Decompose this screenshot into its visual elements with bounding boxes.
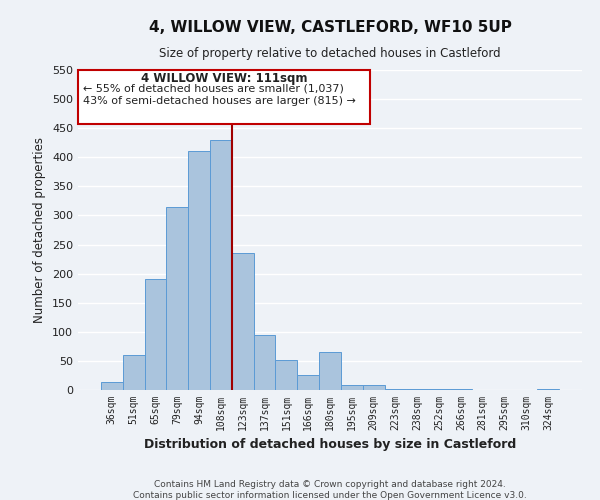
Bar [319,352,341,390]
Y-axis label: Number of detached properties: Number of detached properties [34,137,46,323]
Bar [428,389,450,390]
Text: 4 WILLOW VIEW: 111sqm: 4 WILLOW VIEW: 111sqm [141,72,307,85]
Bar [385,389,406,390]
FancyBboxPatch shape [78,70,370,124]
Bar [232,254,254,390]
Text: 43% of semi-detached houses are larger (815) →: 43% of semi-detached houses are larger (… [83,96,356,106]
Bar [275,360,297,390]
Bar [145,280,166,390]
Text: ← 55% of detached houses are smaller (1,037): ← 55% of detached houses are smaller (1,… [83,84,344,94]
Text: Contains public sector information licensed under the Open Government Licence v3: Contains public sector information licen… [133,491,527,500]
Bar [101,382,123,390]
Text: Size of property relative to detached houses in Castleford: Size of property relative to detached ho… [159,48,501,60]
Text: Contains HM Land Registry data © Crown copyright and database right 2024.: Contains HM Land Registry data © Crown c… [154,480,506,489]
Bar [123,355,145,390]
Bar [406,389,428,390]
Bar [297,376,319,390]
Bar [450,389,472,390]
Bar [537,389,559,390]
X-axis label: Distribution of detached houses by size in Castleford: Distribution of detached houses by size … [144,438,516,452]
Text: 4, WILLOW VIEW, CASTLEFORD, WF10 5UP: 4, WILLOW VIEW, CASTLEFORD, WF10 5UP [149,20,511,35]
Bar [254,334,275,390]
Bar [188,152,210,390]
Bar [363,386,385,390]
Bar [210,140,232,390]
Bar [166,206,188,390]
Bar [341,386,363,390]
